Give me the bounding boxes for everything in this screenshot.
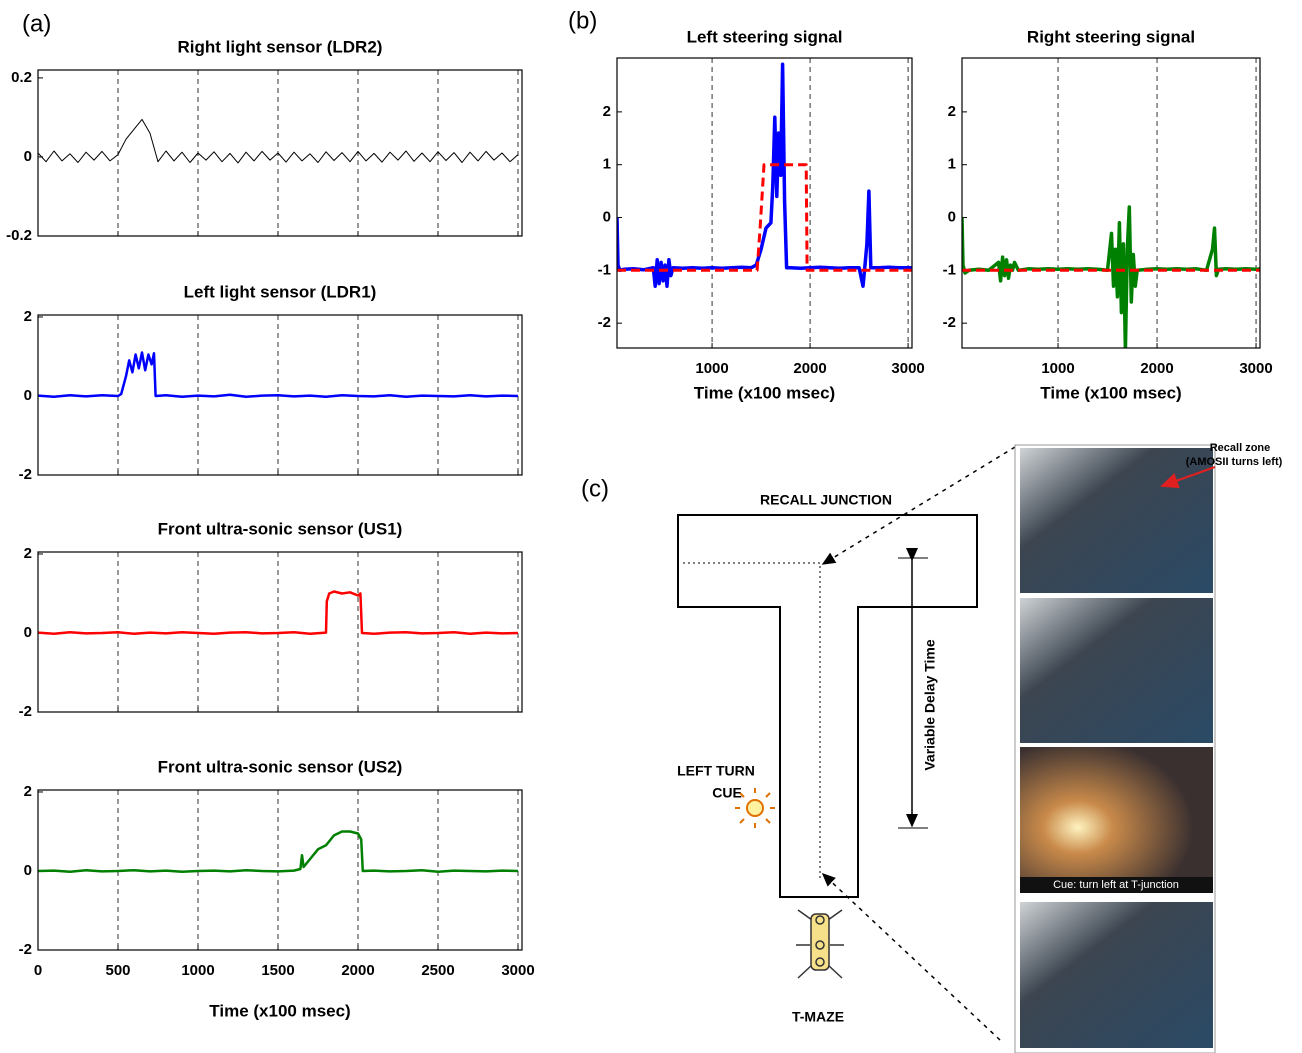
photo [1020, 747, 1213, 893]
plot-frame [38, 70, 522, 236]
x-axis-label: Time (x100 msec) [694, 383, 835, 402]
y-tick-label: -0.2 [6, 227, 32, 244]
y-tick-label: -2 [19, 703, 32, 720]
panel-label: (c) [581, 475, 609, 502]
y-tick-label: 0 [24, 862, 32, 879]
chart: Right steering signal Time (x100 msec) 100… [943, 27, 1273, 402]
chart: Right light sensor (LDR2) -0.2 0 0.2 [6, 37, 522, 243]
delay-label: Variable Delay Time [922, 639, 938, 770]
cue-label: CUE [712, 785, 742, 801]
chart-title: Left steering signal [687, 27, 843, 46]
x-tick-label: 2000 [793, 360, 826, 377]
x-axis-label: Time (x100 msec) [1040, 383, 1181, 402]
x-tick-label: 3000 [501, 962, 534, 979]
y-tick-label: 0 [24, 387, 32, 404]
x-tick-label: 1000 [1041, 360, 1074, 377]
y-tick-label: -2 [19, 941, 32, 958]
y-tick-label: -2 [943, 314, 956, 331]
y-tick-label: -1 [598, 261, 611, 278]
panel-label: (a) [22, 10, 51, 37]
y-tick-label: 0 [24, 624, 32, 641]
x-tick-label: 0 [34, 962, 42, 979]
plot-frame [962, 58, 1260, 348]
y-tick-label: 0 [603, 208, 611, 225]
x-tick-label: 3000 [1239, 360, 1272, 377]
chart-title: Right light sensor (LDR2) [178, 37, 383, 56]
y-tick-label: 2 [24, 545, 32, 562]
chart-title: Front ultra-sonic sensor (US2) [158, 757, 403, 776]
y-tick-label: 0.2 [11, 69, 32, 86]
y-tick-label: -2 [598, 314, 611, 331]
x-tick-label: 1500 [261, 962, 294, 979]
x-tick-label: 500 [105, 962, 130, 979]
y-tick-label: 0 [24, 148, 32, 165]
y-tick-label: 1 [948, 156, 956, 173]
recall-zone-label: (AMOSII turns left) [1186, 456, 1283, 468]
y-tick-label: -2 [19, 466, 32, 483]
t-maze-diagram: RECALL JUNCTION Variable Delay Time LEFT… [677, 447, 1015, 1040]
y-tick-label: 0 [948, 208, 956, 225]
chart-title: Right steering signal [1027, 27, 1195, 46]
x-tick-label: 2000 [1140, 360, 1173, 377]
y-tick-label: 2 [24, 783, 32, 800]
photo [1020, 902, 1213, 1048]
photo [1020, 448, 1213, 593]
y-tick-label: 2 [24, 308, 32, 325]
x-tick-label: 1000 [695, 360, 728, 377]
figure: (a) (b) (c) RECALL JUNCTION Variable Del… [0, 0, 1302, 1053]
series-line [962, 207, 1260, 350]
pointer-arrow [823, 874, 1000, 1040]
panel-label: (b) [568, 7, 597, 34]
chart: Front ultra-sonic sensor (US2) Time (x100… [19, 757, 535, 1020]
cue-label: LEFT TURN [677, 763, 755, 779]
series-line [617, 64, 912, 286]
y-tick-label: 2 [603, 103, 611, 120]
chart-title: Left light sensor (LDR1) [184, 282, 377, 301]
x-axis-label: Time (x100 msec) [209, 1001, 350, 1020]
chart: Left steering signal Time (x100 msec) 1000… [598, 27, 925, 402]
x-tick-label: 2000 [341, 962, 374, 979]
photo-strip: Cue: turn left at T-junction Recall zone… [1015, 442, 1283, 1053]
chart: Left light sensor (LDR1) -2 0 2 [19, 282, 522, 482]
y-tick-label: 2 [948, 103, 956, 120]
recall-zone-label: Recall zone [1210, 442, 1271, 454]
robot-path [683, 563, 820, 880]
x-tick-label: 1000 [181, 962, 214, 979]
light-icon [735, 788, 775, 828]
chart: Front ultra-sonic sensor (US1) -2 0 2 [19, 519, 522, 719]
maze-label: T-MAZE [792, 1009, 844, 1025]
y-tick-label: -1 [943, 261, 956, 278]
chart-title: Front ultra-sonic sensor (US1) [158, 519, 403, 538]
x-tick-label: 2500 [421, 962, 454, 979]
robot-icon [796, 910, 844, 978]
y-tick-label: 1 [603, 156, 611, 173]
x-tick-label: 3000 [891, 360, 924, 377]
photo [1020, 598, 1213, 743]
photo-caption: Cue: turn left at T-junction [1053, 879, 1179, 891]
junction-label: RECALL JUNCTION [760, 492, 892, 508]
